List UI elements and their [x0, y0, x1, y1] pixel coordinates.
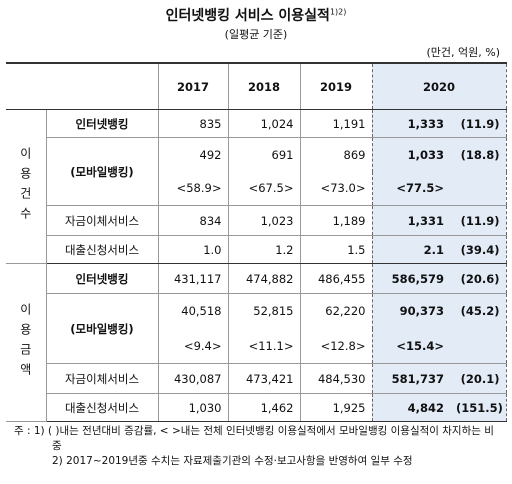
value: 473,421: [227, 363, 300, 394]
value: 1,024: [227, 109, 300, 138]
year-header: 2020: [371, 62, 507, 110]
change: (20.6): [450, 263, 507, 294]
value: 1.5: [299, 235, 372, 264]
share: <15.4>: [371, 328, 450, 364]
share-row: <58.9> <67.5> <73.0> <77.5>: [6, 171, 507, 206]
row: 이용건수 인터넷뱅킹 835 1,024 1,191 1,333 (11.9): [6, 109, 507, 264]
value: 52,815: [227, 293, 300, 329]
row: 대출신청서비스 1,030 1,462 1,925 4,842 (151.5): [6, 393, 507, 422]
value: 869: [299, 137, 372, 172]
title: 인터넷뱅킹 서비스 이용실적1)2): [0, 5, 512, 25]
unit: (만건, 억원, %): [426, 46, 500, 59]
value: 4,842: [371, 393, 450, 422]
title-note: 1)2): [329, 7, 347, 17]
value: 1,191: [299, 109, 372, 138]
change: (11.9): [450, 205, 507, 236]
value: 1,331: [371, 205, 450, 236]
row-name: 인터넷뱅킹: [45, 109, 158, 138]
year-header: 2017: [157, 62, 228, 110]
value: 486,455: [299, 263, 372, 294]
value: 691: [227, 137, 300, 172]
subtitle: (일평균 기준): [224, 28, 288, 41]
share: <11.1>: [227, 328, 300, 364]
row: 대출신청서비스 1.0 1.2 1.5 2.1 (39.4): [6, 235, 507, 264]
year-header: 2018: [227, 62, 300, 110]
row-name: 자금이체서비스: [45, 205, 158, 236]
table: 2017 2018 2019 2020 이용건수 인터넷뱅킹 835 1,024 1,191 1,…: [6, 62, 507, 422]
row-name: 자금이체서비스: [45, 363, 158, 394]
value: 1,033: [371, 137, 450, 172]
corner: [6, 62, 158, 110]
value: 835: [157, 109, 228, 138]
value: 1,030: [157, 393, 228, 422]
change: (151.5): [450, 393, 507, 422]
value: 581,737: [371, 363, 450, 394]
value: 431,117: [157, 263, 228, 294]
group-label: 이용건수: [6, 109, 46, 264]
group-label: 이용금액: [6, 263, 46, 422]
change: (20.1): [450, 363, 507, 394]
blank: [450, 328, 507, 364]
value: 586,579: [371, 263, 450, 294]
value: 430,087: [157, 363, 228, 394]
value: 484,530: [299, 363, 372, 394]
row: 자금이체서비스 430,087 473,421 484,530 581,737 (20.1…: [6, 363, 507, 394]
value: 1.2: [227, 235, 300, 264]
value: 834: [157, 205, 228, 236]
note: 2) 2017~2019년중 수치는 자료제출기관의 수정·보고사항을 반영하여…: [52, 455, 413, 467]
row-name: (모바일뱅킹): [45, 293, 158, 364]
row: 이용금액 인터넷뱅킹 431,117 474,882 486,455 586,579 (20…: [6, 263, 507, 422]
notes: 주 : 1) ( )내는 전년대비 증감률, < >내는 전체 인터넷뱅킹 이용…: [14, 424, 500, 469]
year-header: 2019: [299, 62, 372, 110]
row: (모바일뱅킹) 40,518 52,815 62,220 90,373 (45.2): [6, 293, 507, 364]
row-name: 대출신청서비스: [45, 393, 158, 422]
value: 1.0: [157, 235, 228, 264]
row-name: 인터넷뱅킹: [45, 263, 158, 294]
share: <58.9>: [157, 171, 228, 206]
change: (39.4): [450, 235, 507, 264]
share: <12.8>: [299, 328, 372, 364]
row: (모바일뱅킹) 492 691 869 1,033 (18.8): [6, 137, 507, 206]
share-row: <9.4> <11.1> <12.8> <15.4>: [6, 328, 507, 364]
value: 40,518: [157, 293, 228, 329]
row: 자금이체서비스 834 1,023 1,189 1,331 (11.9): [6, 205, 507, 236]
share: <9.4>: [157, 328, 228, 364]
value: 2.1: [371, 235, 450, 264]
note: 주 : 1) ( )내는 전년대비 증감률, < >내는 전체 인터넷뱅킹 이용…: [14, 425, 494, 452]
change: (18.8): [450, 137, 507, 172]
value: 62,220: [299, 293, 372, 329]
change: (45.2): [450, 293, 507, 329]
value: 474,882: [227, 263, 300, 294]
value: 1,333: [371, 109, 450, 138]
value: 492: [157, 137, 228, 172]
value: 1,925: [299, 393, 372, 422]
title-text: 인터넷뱅킹 서비스 이용실적: [165, 8, 330, 24]
change: (11.9): [450, 109, 507, 138]
value: 1,189: [299, 205, 372, 236]
share: <67.5>: [227, 171, 300, 206]
row-name: (모바일뱅킹): [45, 137, 158, 206]
header-row: 2017 2018 2019 2020: [6, 62, 507, 110]
row-name: 대출신청서비스: [45, 235, 158, 264]
value: 1,462: [227, 393, 300, 422]
share: <73.0>: [299, 171, 372, 206]
share: <77.5>: [371, 171, 450, 206]
value: 1,023: [227, 205, 300, 236]
value: 90,373: [371, 293, 450, 329]
blank: [450, 171, 507, 206]
